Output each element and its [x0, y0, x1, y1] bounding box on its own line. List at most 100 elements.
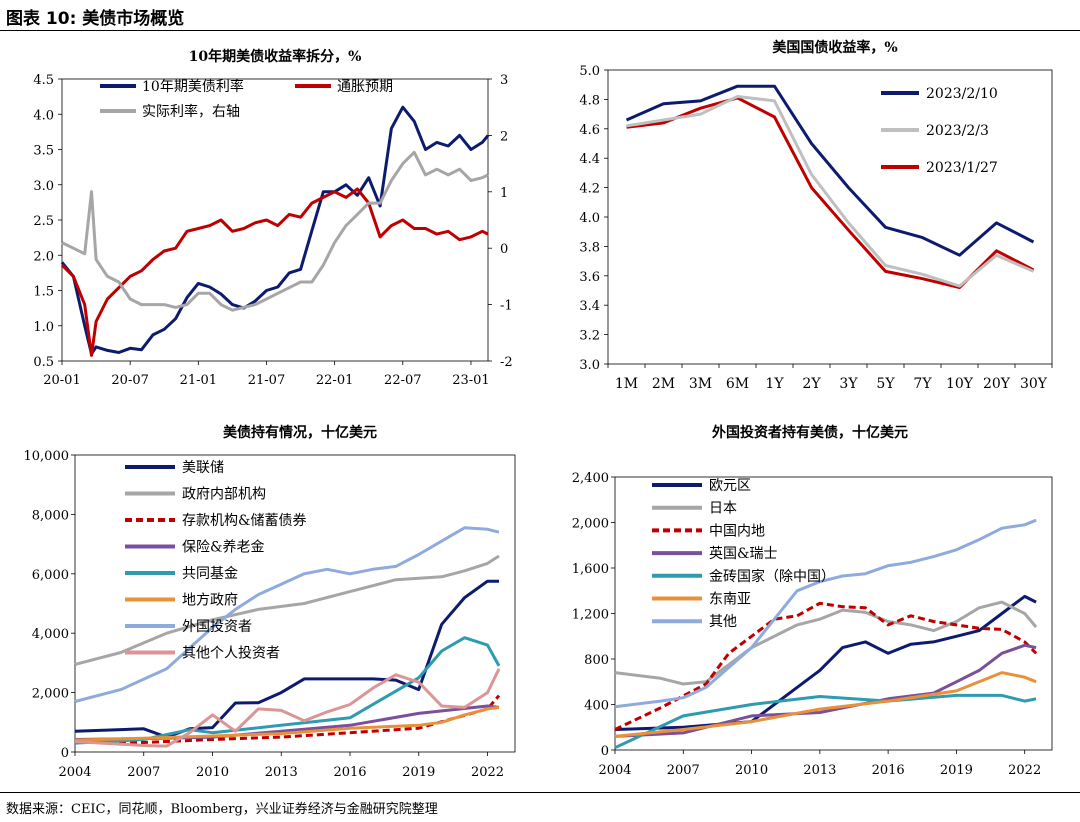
y2-tick-label: 3: [500, 73, 508, 88]
y-tick-label: 0: [601, 744, 609, 759]
x-tick-label: 20Y: [983, 376, 1011, 392]
y-tick-label: 3.4: [579, 299, 600, 314]
y-tick-label: 4.2: [579, 182, 600, 197]
x-tick-label: 20-07: [111, 373, 148, 388]
legend-label: 金砖国家（除中国）: [709, 568, 835, 585]
x-tick-label: 3M: [689, 376, 712, 392]
legend-label: 10年期美债利率: [142, 78, 244, 95]
y-tick-label: 3.6: [579, 270, 600, 285]
x-tick-label: 7Y: [913, 376, 932, 392]
x-tick-label: 21-01: [180, 373, 217, 388]
y-tick-label: 2.5: [33, 214, 54, 229]
x-tick-label: 21-07: [248, 373, 285, 388]
x-tick-label: 2M: [652, 376, 675, 392]
legend-label: 地方政府: [182, 593, 238, 609]
y-tick-label: 400: [584, 699, 609, 714]
x-tick-label: 5Y: [876, 376, 895, 392]
legend-label: 欧元区: [709, 478, 751, 494]
y-tick-label: 1,600: [572, 562, 609, 577]
series-line: [60, 105, 490, 356]
series-line: [614, 600, 1038, 686]
x-tick-label: 22-07: [384, 373, 421, 388]
y2-tick-label: -2: [500, 355, 513, 370]
series-line: [74, 554, 500, 666]
series-line: [614, 671, 1037, 738]
x-tick-label: 3Y: [839, 376, 858, 392]
y2-tick-label: 0: [500, 242, 508, 257]
series-line: [74, 705, 500, 742]
y-tick-label: 0: [61, 746, 69, 761]
y-tick-label: 4.4: [579, 152, 600, 167]
yield-decomposition-chart: 10年期美债收益率拆分，% 0.5 1.0 1.5 2.0 2.5 3.0 3.5 4.0 4.5…: [33, 48, 513, 388]
treasury-holders-chart: 美债持有情况，十亿美元 0 2,000 4,000 6,000 8,000 10,000 20…: [24, 424, 516, 780]
x-tick-label: 2Y: [802, 376, 821, 392]
legend-label: 通胀预期: [337, 79, 393, 95]
legend-label: 美联储: [182, 460, 224, 476]
x-tick-label: 22-01: [316, 373, 353, 388]
series-line: [74, 694, 501, 744]
x-tick-label: 2019: [402, 765, 435, 780]
series-line: [74, 668, 501, 748]
chart-title: 美债持有情况，十亿美元: [223, 424, 377, 441]
series-line: [61, 150, 489, 312]
y-tick-label: 1.0: [33, 320, 54, 335]
legend-label: 2023/1/27: [926, 160, 998, 176]
series-line: [614, 693, 1037, 750]
x-tick-label: 2004: [598, 763, 631, 778]
source-note: 数据来源：CEIC，同花顺，Bloomberg，兴业证券经济与金融研究院整理: [6, 802, 438, 817]
x-tick-label: 20-01: [43, 373, 80, 388]
figure-title: 图表 10: 美债市场概览: [6, 9, 185, 29]
legend-label: 其他个人投资者: [182, 646, 280, 662]
x-tick-label: 10Y: [946, 376, 974, 392]
legend-label: 2023/2/3: [926, 123, 989, 139]
x-tick-label: 2013: [265, 765, 298, 780]
series-line: [614, 518, 1037, 709]
legend-label: 实际利率，右轴: [142, 103, 240, 120]
legend-label: 东南亚: [709, 592, 751, 608]
y-tick-label: 0.5: [33, 355, 54, 370]
x-tick-label: 2022: [471, 765, 504, 780]
x-tick-label: 2010: [735, 763, 768, 778]
y-tick-label: 4.0: [33, 108, 54, 123]
x-tick-label: 1M: [615, 376, 638, 392]
x-tick-label: 6M: [726, 376, 749, 392]
y-tick-label: 6,000: [32, 568, 69, 583]
foreign-holders-chart: 外国投资者持有美债，十亿美元 0 400 800 1,200 1,600 2,000 2,40…: [572, 424, 1053, 778]
y-tick-label: 3.0: [579, 358, 600, 373]
x-tick-label: 2019: [940, 763, 973, 778]
y2-tick-label: -1: [500, 299, 513, 314]
x-tick-label: 2016: [872, 763, 905, 778]
y-tick-label: 3.5: [33, 144, 54, 159]
y2-tick-label: 1: [500, 186, 508, 201]
series-line: [625, 84, 1035, 257]
plot-frame: [74, 454, 516, 753]
series-line: [626, 95, 1035, 288]
legend-label: 英国&瑞士: [709, 545, 777, 562]
y-tick-label: 800: [584, 653, 609, 668]
legend-label: 日本: [709, 501, 737, 517]
y-tick-label: 2,000: [32, 687, 69, 702]
legend-label: 共同基金: [182, 565, 238, 582]
series-line: [614, 643, 1037, 738]
treasury-yield-curve-chart: 美国国债收益率，% 3.0 3.2 3.4 3.6 3.8 4.0 4.2 4.4 4.6 4.8 5…: [579, 39, 1053, 392]
series-line: [614, 601, 1038, 731]
y-tick-label: 3.2: [579, 329, 600, 344]
y-tick-label: 4,000: [32, 627, 69, 642]
y-tick-label: 2,400: [572, 471, 609, 486]
x-tick-label: 2022: [1008, 763, 1041, 778]
y-tick-label: 4.5: [33, 73, 54, 88]
x-tick-label: 2010: [196, 765, 229, 780]
y-tick-label: 2.0: [33, 249, 54, 264]
legend-label: 存款机构&储蓄债券: [182, 513, 306, 529]
plot-frame: [607, 69, 1053, 365]
series-line: [74, 636, 501, 745]
x-tick-label: 2007: [127, 765, 160, 780]
top-rule: [0, 30, 1080, 31]
y-tick-label: 1,200: [572, 608, 609, 623]
x-tick-label: 1Y: [765, 376, 784, 392]
plot-frame: [61, 78, 489, 362]
series-line: [60, 187, 489, 357]
y-tick-label: 4.0: [579, 211, 600, 226]
y-tick-label: 10,000: [24, 449, 70, 464]
y-tick-label: 5.0: [579, 64, 600, 79]
